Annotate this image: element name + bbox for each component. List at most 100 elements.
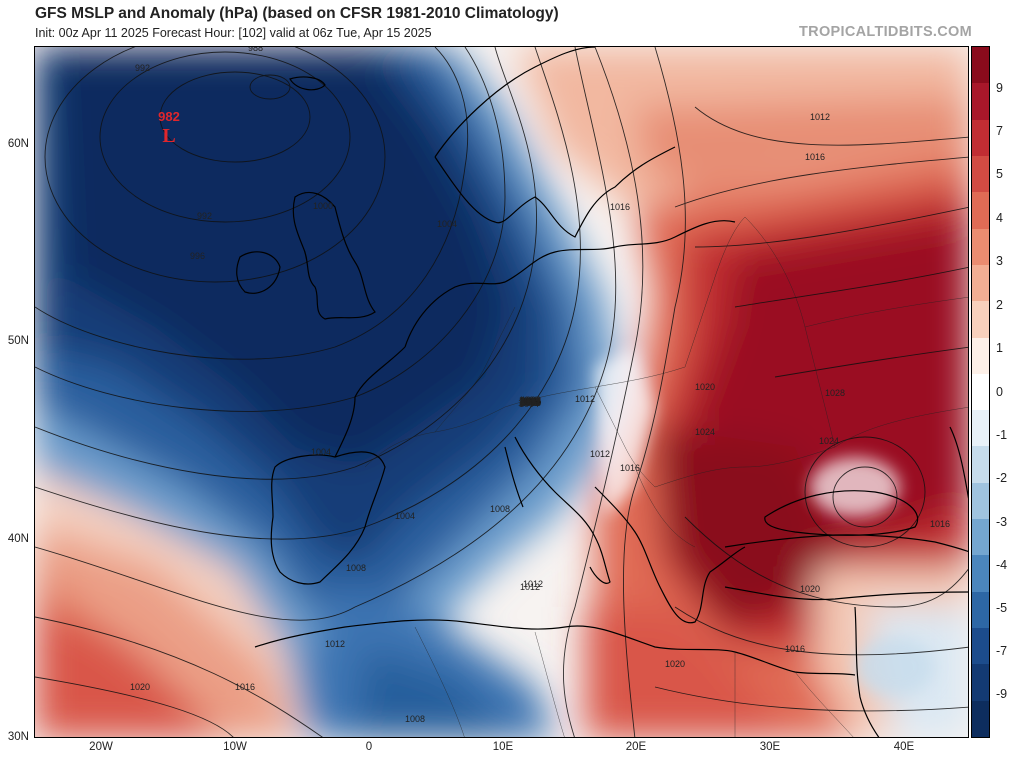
isobar-label: 1016 (785, 644, 805, 654)
isobar-label: 1028 (825, 388, 845, 398)
isobar-label: 1008 (520, 398, 540, 408)
lon-label-40e: 40E (893, 741, 915, 753)
isobar-label: 1000 (313, 201, 333, 211)
colorbar-label: 1 (996, 341, 1003, 355)
isobar-label: 1008 (521, 396, 541, 406)
colorbar-segment (972, 519, 989, 556)
isobar-label: 1008 (521, 396, 541, 406)
isobar-label: 1016 (620, 463, 640, 473)
anomaly-detail (595, 347, 935, 697)
isobar-label: 1008 (521, 395, 541, 405)
isobar-label: 1008 (519, 395, 539, 405)
isobar-contours (35, 47, 968, 737)
isobar-label: 1008 (521, 397, 541, 407)
isobar-label: 1012 (325, 639, 345, 649)
lon-label-20e: 20E (625, 741, 647, 753)
country-borders (364, 216, 968, 737)
isobar-label: 1008 (519, 396, 539, 406)
lon-label-10w: 10W (223, 741, 247, 753)
isobar-label: 1008 (521, 396, 541, 406)
isobar-label: 988 (248, 47, 263, 53)
isobar-label: 1008 (521, 397, 541, 407)
colorbar-segment (972, 628, 989, 665)
isobar-label: 1008 (521, 396, 541, 406)
isobar-labels: 988 992 992 996 1000 1004 1004 1004 1004… (135, 47, 541, 521)
isobar-label: 1016 (930, 519, 950, 529)
isobar-label: 1008 (521, 397, 541, 407)
colorbar-label: 7 (996, 124, 1003, 138)
pressure-anomaly-map: 988 992 992 996 1000 1004 1004 1004 1004… (34, 46, 969, 738)
colorbar-segment (972, 192, 989, 230)
isobar-label: 1008 (521, 396, 541, 406)
brand-watermark: TROPICALTIDBITS.COM (799, 24, 972, 40)
isobar-label: 1004 (519, 399, 539, 409)
isobar-label: 1008 (521, 396, 541, 406)
isobar-label: 1008 (521, 396, 541, 406)
coastlines (236, 47, 968, 737)
isobar-label: 1008 (521, 396, 541, 406)
isobar-label: 1008 (521, 397, 541, 407)
colorbar-segment (972, 264, 989, 302)
isobar-label: 1008 (518, 398, 538, 408)
lat-label-60n: 60N (7, 138, 29, 150)
colorbar-segment (972, 446, 989, 484)
isobar-label: 1008 (521, 396, 541, 406)
lat-label-50n: 50N (7, 335, 29, 347)
isobar-label: 1008 (521, 396, 541, 406)
colorbar-label: -4 (996, 558, 1008, 572)
isobar-label: 996 (190, 251, 205, 261)
isobar-label: 1004 (437, 219, 457, 229)
colorbar-label: -1 (996, 428, 1008, 442)
colorbar-label: 2 (996, 298, 1003, 312)
isobar-label: 1020 (695, 382, 715, 392)
isobar-label: 1008 (521, 397, 541, 407)
isobar-label: 1016 (235, 682, 255, 692)
isobar-label: 1008 (521, 396, 541, 406)
isobar-label: 1012 (810, 112, 830, 122)
isobar-label: 1008 (520, 397, 540, 407)
isobar-label: 1008 (521, 396, 541, 406)
isobar-label: 1016 (610, 202, 630, 212)
colorbar-segment (972, 47, 989, 84)
colorbar-label: -3 (996, 515, 1008, 529)
isobar-label: 1016 (805, 152, 825, 162)
colorbar-label: 3 (996, 254, 1003, 268)
colorbar-label: -7 (996, 644, 1008, 658)
colorbar-segment (972, 301, 989, 339)
colorbar-segment (972, 700, 989, 738)
chart-subtitle: Init: 00z Apr 11 2025 Forecast Hour: [10… (35, 26, 432, 40)
isobar-label: 1004 (395, 511, 415, 521)
isobar-labels-secondary: 1012 1012 1012 1012 1016 1016 1016 1016 … (130, 112, 950, 724)
lat-label-40n: 40N (7, 533, 29, 545)
isobar-label: 1008 (346, 563, 366, 573)
isobar-label: 1008 (521, 396, 541, 406)
isobar-label: 1008 (521, 396, 541, 406)
isobar-label: 1012 (590, 449, 610, 459)
lon-label-0: 0 (365, 741, 373, 753)
isobar-label: 1008 (521, 396, 541, 406)
isobar-label: 1008 (520, 396, 540, 406)
isobar-label: 1008 (490, 504, 510, 514)
isobar-label: 1008 (521, 397, 541, 407)
isobar-label: 1008 (521, 396, 541, 406)
isobar-label: 1008 (520, 397, 540, 407)
colorbar-segment (972, 555, 989, 593)
isobar-label: 1008 (521, 396, 541, 406)
isobar-label: 1008 (521, 397, 541, 407)
isobar-label: 1012 (575, 394, 595, 404)
isobar-label: 1008 (521, 396, 541, 406)
isobar-label: 1008 (405, 714, 425, 724)
isobar-label: 1008 (521, 396, 541, 406)
colorbar-label: -9 (996, 687, 1008, 701)
lat-label-30n: 30N (7, 731, 29, 743)
isobar-label: 1008 (521, 397, 541, 407)
colorbar-label: 9 (996, 81, 1003, 95)
map-canvas: 988 992 992 996 1000 1004 1004 1004 1004… (35, 47, 968, 737)
colorbar-segment (972, 337, 989, 375)
colorbar-segment (972, 410, 989, 447)
colorbar-segment (972, 228, 989, 266)
lon-label-20w: 20W (89, 741, 113, 753)
colorbar-label: -2 (996, 471, 1008, 485)
isobar-label: 992 (135, 63, 150, 73)
colorbar-segment (972, 591, 989, 629)
